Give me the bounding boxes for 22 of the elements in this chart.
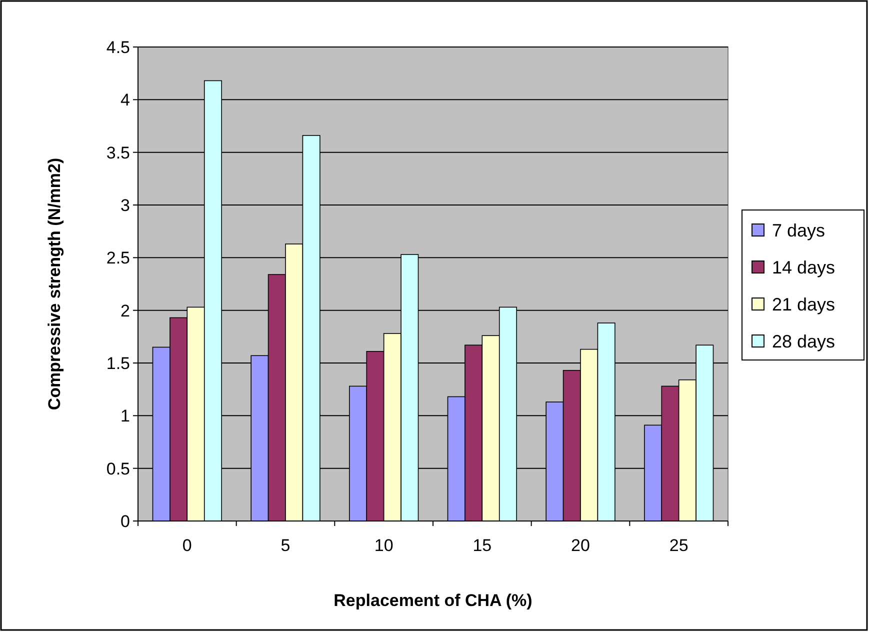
legend-label: 21 days (772, 294, 836, 314)
y-tick-label: 2 (120, 301, 130, 320)
y-tick-label: 2.5 (106, 248, 130, 268)
legend-label: 14 days (772, 257, 836, 278)
y-tick-label: 0 (120, 512, 130, 531)
y-tick-label: 3 (120, 196, 130, 215)
x-tick-label: 5 (280, 536, 290, 555)
x-tick-label: 20 (571, 536, 590, 555)
legend-label: 7 days (772, 220, 826, 240)
y-tick-label: 0.5 (106, 459, 130, 478)
y-axis-title: Compressive strength (N/mm2) (45, 158, 64, 410)
x-tick-label: 25 (669, 536, 688, 555)
y-tick-label: 1.5 (106, 354, 130, 373)
legend-label: 28 days (772, 331, 836, 352)
y-tick-label: 1 (120, 406, 130, 426)
x-tick-label: 15 (472, 536, 492, 555)
y-tick-label: 3.5 (106, 143, 130, 162)
y-tick-label: 4.5 (106, 38, 130, 57)
x-axis-title: Replacement of CHA (%) (334, 591, 532, 610)
x-tick-label: 10 (374, 536, 394, 555)
y-tick-label: 4 (120, 90, 130, 110)
x-tick-label: 0 (182, 536, 192, 555)
